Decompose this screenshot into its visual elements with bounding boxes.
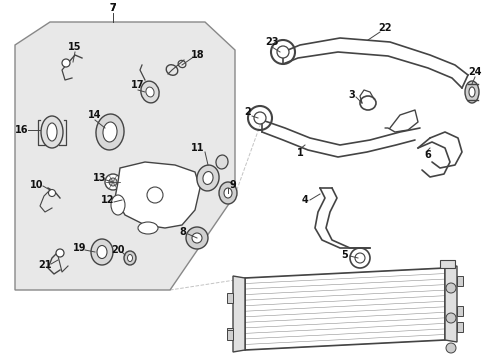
Circle shape bbox=[62, 59, 70, 67]
Ellipse shape bbox=[219, 182, 237, 204]
Ellipse shape bbox=[97, 246, 107, 258]
Text: 5: 5 bbox=[341, 250, 347, 260]
Ellipse shape bbox=[96, 114, 124, 150]
Text: 22: 22 bbox=[378, 23, 391, 33]
Bar bbox=[226, 293, 232, 303]
Ellipse shape bbox=[197, 165, 219, 191]
Text: 11: 11 bbox=[191, 143, 204, 153]
Text: 2: 2 bbox=[244, 107, 251, 117]
Ellipse shape bbox=[468, 87, 474, 97]
Text: 16: 16 bbox=[15, 125, 29, 135]
Ellipse shape bbox=[185, 227, 207, 249]
Circle shape bbox=[48, 189, 55, 197]
Text: 8: 8 bbox=[179, 227, 186, 237]
Text: 20: 20 bbox=[111, 245, 124, 255]
Circle shape bbox=[276, 46, 288, 58]
Text: 23: 23 bbox=[264, 37, 278, 47]
Text: 6: 6 bbox=[424, 150, 430, 160]
Bar bbox=[456, 322, 462, 332]
Text: 21: 21 bbox=[38, 260, 52, 270]
Text: 7: 7 bbox=[109, 3, 116, 13]
Ellipse shape bbox=[124, 251, 136, 265]
Polygon shape bbox=[232, 276, 244, 352]
Polygon shape bbox=[15, 22, 235, 290]
Bar bbox=[456, 276, 462, 286]
Circle shape bbox=[109, 178, 117, 186]
Text: 10: 10 bbox=[30, 180, 43, 190]
Circle shape bbox=[445, 343, 455, 353]
Text: 24: 24 bbox=[468, 67, 481, 77]
Text: 7: 7 bbox=[109, 3, 116, 13]
Bar bbox=[226, 328, 232, 338]
Text: 12: 12 bbox=[101, 195, 115, 205]
Text: 3: 3 bbox=[348, 90, 355, 100]
Text: 9: 9 bbox=[229, 180, 236, 190]
Circle shape bbox=[56, 249, 64, 257]
Ellipse shape bbox=[464, 81, 478, 103]
Ellipse shape bbox=[41, 116, 63, 148]
Polygon shape bbox=[244, 268, 444, 350]
Text: 18: 18 bbox=[191, 50, 204, 60]
Ellipse shape bbox=[192, 233, 202, 243]
Text: 1: 1 bbox=[296, 148, 303, 158]
Text: 17: 17 bbox=[131, 80, 144, 90]
Circle shape bbox=[445, 283, 455, 293]
Bar bbox=[439, 260, 454, 268]
Circle shape bbox=[105, 174, 121, 190]
Circle shape bbox=[354, 253, 364, 263]
Polygon shape bbox=[444, 266, 456, 342]
Ellipse shape bbox=[47, 123, 57, 141]
Ellipse shape bbox=[203, 172, 213, 184]
Ellipse shape bbox=[91, 239, 113, 265]
Ellipse shape bbox=[111, 195, 125, 215]
Text: 13: 13 bbox=[93, 173, 106, 183]
Ellipse shape bbox=[103, 122, 117, 142]
Text: 15: 15 bbox=[68, 42, 81, 52]
Circle shape bbox=[147, 187, 163, 203]
Ellipse shape bbox=[224, 188, 231, 198]
Circle shape bbox=[445, 313, 455, 323]
Bar bbox=[226, 330, 232, 340]
Ellipse shape bbox=[216, 155, 227, 169]
Text: 4: 4 bbox=[301, 195, 308, 205]
Ellipse shape bbox=[141, 81, 159, 103]
Text: 14: 14 bbox=[88, 110, 102, 120]
Text: 19: 19 bbox=[73, 243, 86, 253]
Bar bbox=[456, 306, 462, 316]
Ellipse shape bbox=[127, 255, 132, 261]
Polygon shape bbox=[115, 162, 200, 228]
Circle shape bbox=[253, 112, 265, 124]
Ellipse shape bbox=[138, 222, 158, 234]
Ellipse shape bbox=[145, 87, 154, 97]
